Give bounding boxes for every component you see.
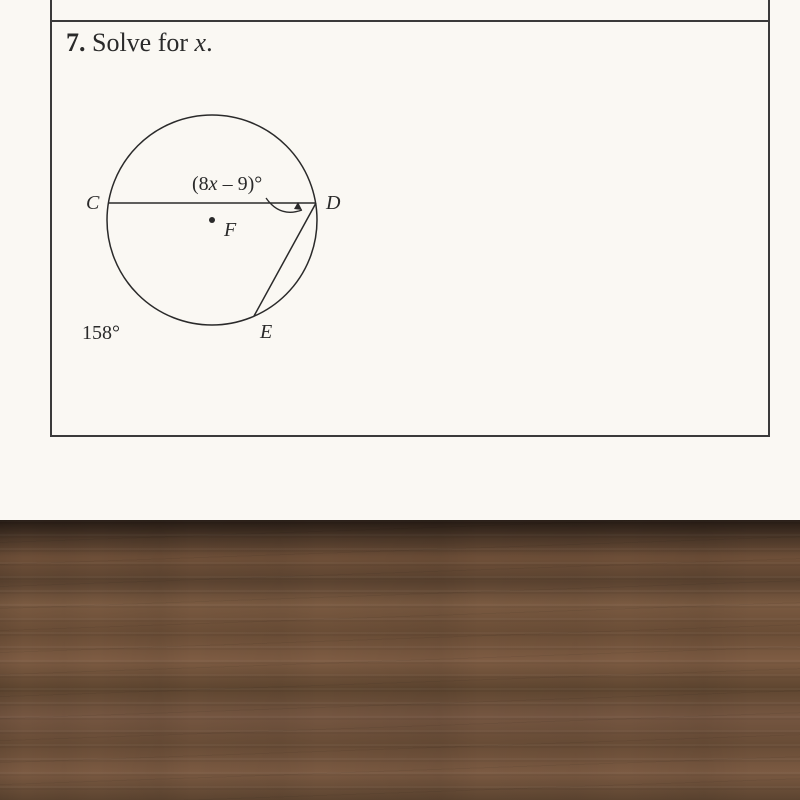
diagram-svg: C D E F (8x – 9)° xyxy=(62,90,362,390)
chord-DE xyxy=(254,203,316,316)
prompt-prefix: Solve for xyxy=(92,28,195,57)
problem-number: 7. xyxy=(66,28,86,57)
center-dot xyxy=(209,217,215,223)
point-label-E: E xyxy=(259,321,272,343)
point-label-C: C xyxy=(86,192,100,214)
worksheet-page: 7. Solve for x. C D E F (8x – 9)° 158° xyxy=(0,0,800,520)
point-label-F: F xyxy=(223,219,237,241)
prompt-variable: x xyxy=(195,28,207,57)
problem-cell: 7. Solve for x. C D E F (8x – 9)° 158° xyxy=(50,20,770,437)
point-label-D: D xyxy=(325,192,341,214)
circle-diagram: C D E F (8x – 9)° 158° xyxy=(62,90,362,390)
problem-title: 7. Solve for x. xyxy=(66,28,213,58)
wood-table-surface xyxy=(0,520,800,800)
prompt-suffix: . xyxy=(206,28,213,57)
arc-measure-label: 158° xyxy=(82,322,120,345)
expression-label: (8x – 9)° xyxy=(192,173,262,195)
cell-border-top xyxy=(50,0,770,22)
